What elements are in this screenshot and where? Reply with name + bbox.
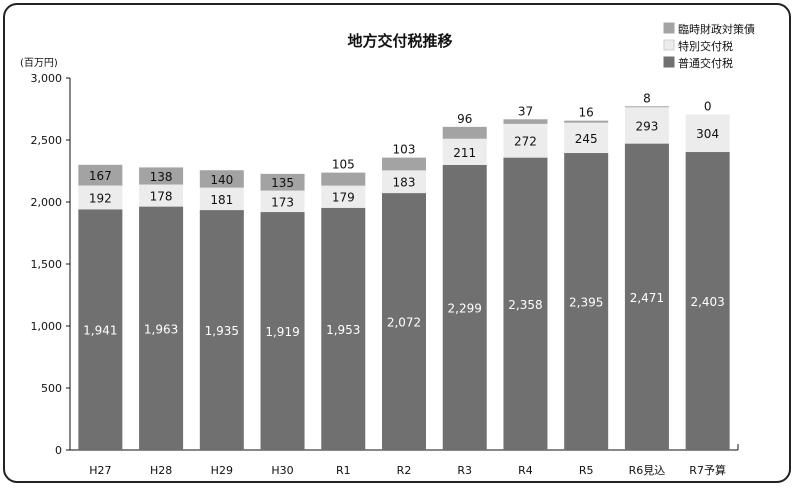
data-label: 179 — [332, 191, 355, 205]
data-label: 2,072 — [387, 316, 421, 330]
data-label: 2,395 — [569, 296, 603, 310]
data-label: 293 — [635, 119, 658, 133]
y-tick-label: 500 — [41, 382, 62, 395]
data-label: 105 — [332, 158, 355, 172]
data-label: 272 — [514, 135, 537, 149]
data-label: 1,935 — [205, 324, 239, 338]
x-tick-label: H30 — [271, 464, 293, 477]
x-tick-label: R4 — [518, 464, 533, 477]
y-tick-label: 1,500 — [31, 258, 63, 271]
data-label: 1,953 — [326, 323, 360, 337]
x-tick-label: H27 — [89, 464, 111, 477]
x-tick-label: H28 — [150, 464, 172, 477]
y-tick-label: 2,000 — [31, 196, 63, 209]
bar-segment — [199, 170, 244, 188]
data-label: 2,471 — [630, 291, 664, 305]
chart-title: 地方交付税推移 — [347, 32, 452, 50]
bar-segment — [199, 210, 244, 450]
bar-segment — [624, 107, 669, 144]
bar-segment — [442, 164, 487, 450]
bar-segment — [260, 190, 305, 213]
data-label: 138 — [150, 170, 173, 184]
bar-segment — [382, 157, 426, 171]
x-tick-label: R6見込 — [629, 464, 666, 477]
data-label: 192 — [89, 191, 112, 205]
bar-segment — [321, 185, 366, 208]
legend-label: 臨時財政対策債 — [678, 22, 755, 36]
x-tick-label: R2 — [397, 464, 412, 477]
bar-segment — [442, 138, 487, 165]
data-label: 103 — [393, 143, 416, 157]
data-label: 37 — [518, 104, 533, 118]
bar-segment — [382, 193, 426, 450]
bar-segment — [685, 114, 730, 153]
bar-segment — [78, 164, 123, 186]
bar-segment — [503, 119, 548, 124]
data-label: 167 — [89, 169, 112, 183]
bar-segment — [321, 207, 366, 450]
data-label: 2,299 — [448, 301, 482, 315]
data-label: 1,963 — [144, 322, 178, 336]
data-label: 181 — [210, 193, 233, 207]
bar-segment — [139, 167, 184, 185]
legend-swatch — [663, 39, 675, 51]
data-label: 96 — [457, 112, 472, 126]
y-axis-unit-label: (百万円) — [20, 57, 58, 69]
data-label: 16 — [579, 106, 594, 120]
legend-label: 普通交付税 — [678, 56, 733, 70]
data-label: 8 — [643, 91, 651, 105]
bar-segment — [78, 185, 123, 210]
x-tick-label: H29 — [211, 464, 233, 477]
y-tick-label: 3,000 — [31, 72, 63, 85]
x-tick-label: R1 — [336, 464, 351, 477]
bar-segment — [503, 123, 548, 158]
bar-segment — [260, 212, 305, 450]
x-tick-label: R3 — [457, 464, 472, 477]
bar-segment — [503, 157, 548, 450]
bar-segment — [321, 172, 366, 186]
data-label: 140 — [210, 173, 233, 187]
x-tick-label: R7予算 — [689, 463, 726, 477]
bar-segment — [442, 126, 487, 139]
bar-segment — [624, 106, 669, 108]
data-label: 2,358 — [508, 298, 542, 312]
legend-swatch — [663, 22, 675, 34]
data-labels-group: 1,941 192 167 1,963 178 138 1,935 181 140 1,919 17… — [83, 91, 725, 339]
data-label: 1,941 — [83, 324, 117, 338]
data-label: 178 — [150, 190, 173, 204]
data-label: 245 — [575, 132, 598, 146]
y-tick-label: 0 — [55, 444, 62, 457]
data-label: 304 — [696, 127, 719, 141]
bar-segment — [260, 173, 305, 191]
bar-segment — [564, 153, 609, 450]
bar-segment — [78, 209, 123, 450]
bar-segment — [382, 170, 426, 194]
data-label: 183 — [393, 176, 416, 190]
bar-segment — [199, 187, 244, 211]
axes: 3,000 2,500 2,000 1,500 1,000 500 0 H27 H28 H29 H3… — [31, 72, 739, 477]
bar-segment — [564, 122, 609, 154]
bar-segment — [139, 184, 184, 207]
data-label: 211 — [453, 146, 476, 160]
bars-group — [78, 106, 730, 450]
y-tick-label: 1,000 — [31, 320, 63, 333]
bar-segment — [139, 206, 184, 450]
data-label: 135 — [271, 176, 294, 190]
bar-segment — [685, 152, 730, 450]
legend-label: 特別交付税 — [678, 39, 733, 53]
y-tick-label: 2,500 — [31, 134, 63, 147]
data-label: 0 — [704, 99, 712, 113]
legend-swatch — [663, 56, 675, 68]
data-label: 1,919 — [265, 325, 299, 339]
bar-segment — [624, 143, 669, 450]
x-tick-label: R5 — [579, 464, 594, 477]
bar-segment — [564, 120, 609, 123]
data-label: 2,403 — [690, 295, 724, 309]
data-label: 173 — [271, 195, 294, 209]
